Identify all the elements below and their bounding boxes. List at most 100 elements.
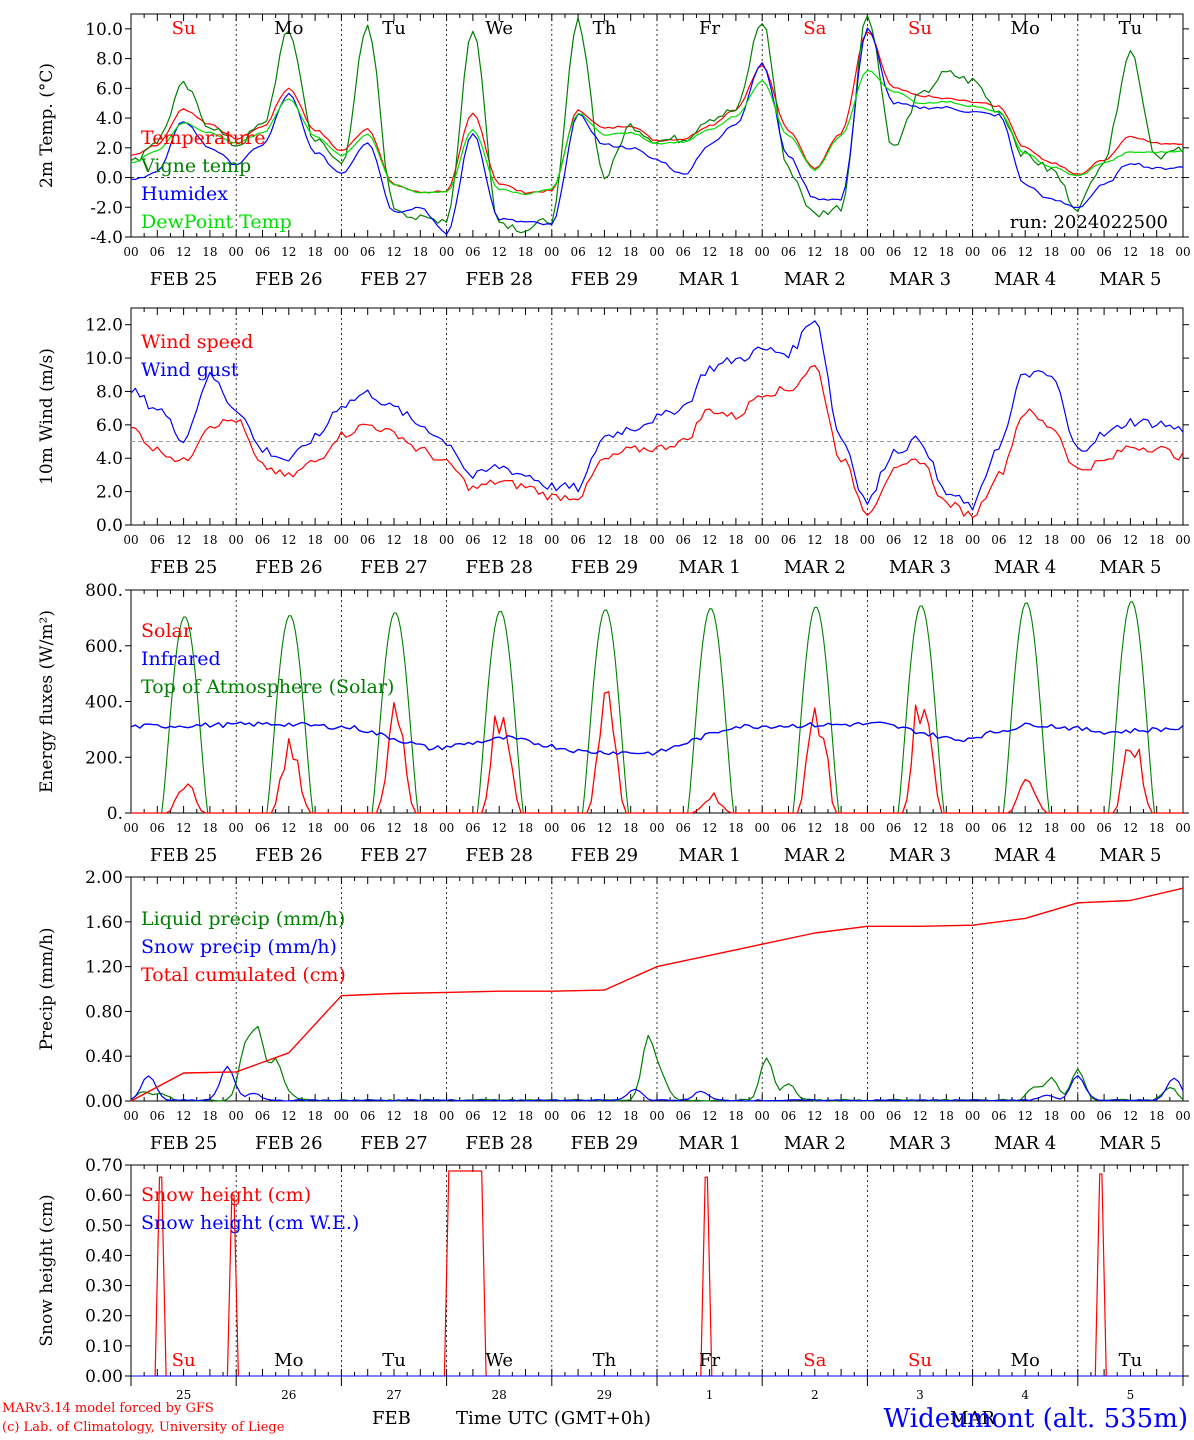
date-label: FEB 25 <box>150 1133 217 1154</box>
series-line-dewpoint-temp <box>130 69 1184 196</box>
hour-tick-label: 18 <box>202 1109 217 1123</box>
hour-tick-label: 06 <box>570 533 585 547</box>
y-tick-label: 0.0 <box>96 516 123 536</box>
hour-tick-label: 06 <box>676 245 691 259</box>
y-axis-label: Snow height (cm) <box>37 1194 57 1346</box>
hour-tick-label: 06 <box>676 1109 691 1123</box>
weekday-label: Su <box>172 1350 196 1371</box>
date-label: FEB 25 <box>150 845 217 866</box>
date-label: FEB 27 <box>360 1133 427 1154</box>
date-label: MAR 4 <box>994 557 1056 578</box>
hour-tick-label: 12 <box>281 533 296 547</box>
hour-tick-label: 06 <box>360 821 375 835</box>
legend-entry: Snow height (cm W.E.) <box>141 1212 359 1234</box>
weekday-label: Tu <box>1119 18 1143 39</box>
hour-tick-label: 18 <box>1149 1109 1164 1123</box>
y-tick-label: 800. <box>85 581 123 601</box>
hour-tick-label: 12 <box>492 821 507 835</box>
y-tick-label: 4.0 <box>96 449 123 469</box>
hour-tick-label: 06 <box>150 245 165 259</box>
date-label: FEB 26 <box>255 845 322 866</box>
hour-tick-label: 18 <box>1149 533 1164 547</box>
hour-tick-label: 18 <box>728 533 743 547</box>
hour-tick-label: 18 <box>939 245 954 259</box>
hour-tick-label: 00 <box>544 245 559 259</box>
snow-height-event <box>443 1170 487 1377</box>
date-label: FEB 29 <box>571 845 638 866</box>
series-line-temperature <box>130 31 1184 195</box>
hour-tick-label: 00 <box>123 1109 138 1123</box>
hour-tick-label: 06 <box>886 533 901 547</box>
weekday-label: Tu <box>1119 1350 1143 1371</box>
date-label: MAR 2 <box>784 845 846 866</box>
hour-tick-label: 06 <box>1096 533 1111 547</box>
y-tick-label: 6.0 <box>96 79 123 99</box>
hour-tick-label: 00 <box>1175 245 1190 259</box>
hour-tick-label: 00 <box>229 245 244 259</box>
day-number-label: 26 <box>281 1388 296 1402</box>
date-label: FEB 26 <box>255 557 322 578</box>
series-line-wind-speed <box>130 364 1184 519</box>
hour-tick-label: 06 <box>570 821 585 835</box>
hour-tick-label: 00 <box>334 1109 349 1123</box>
hour-tick-label: 00 <box>755 821 770 835</box>
hour-tick-label: 18 <box>413 1109 428 1123</box>
hour-tick-label: 00 <box>649 821 664 835</box>
hour-tick-label: 00 <box>649 1109 664 1123</box>
date-label: MAR 1 <box>679 1133 741 1154</box>
hour-tick-label: 18 <box>728 1109 743 1123</box>
hour-tick-label: 06 <box>360 1109 375 1123</box>
hour-tick-label: 12 <box>176 245 191 259</box>
hour-tick-label: 00 <box>755 533 770 547</box>
hour-tick-label: 12 <box>386 1109 401 1123</box>
hour-tick-label: 00 <box>1070 821 1085 835</box>
series-line-humidex <box>131 27 1184 235</box>
date-label: MAR 4 <box>994 269 1056 290</box>
y-axis-label: 10m Wind (m/s) <box>37 348 57 485</box>
hour-tick-label: 06 <box>676 533 691 547</box>
hour-tick-label: 00 <box>334 533 349 547</box>
snow-height-event <box>226 1194 239 1377</box>
hour-tick-label: 18 <box>518 821 533 835</box>
hour-tick-label: 12 <box>176 821 191 835</box>
hour-tick-label: 00 <box>229 1109 244 1123</box>
hour-tick-label: 12 <box>492 533 507 547</box>
day-number-label: 3 <box>916 1388 924 1402</box>
weekday-label: We <box>485 18 513 39</box>
hour-tick-label: 06 <box>886 821 901 835</box>
date-label: FEB 28 <box>465 557 532 578</box>
weekday-label: Mo <box>1011 18 1040 39</box>
weekday-label: Su <box>908 18 932 39</box>
hour-tick-label: 18 <box>623 821 638 835</box>
y-tick-label: -4.0 <box>90 228 123 248</box>
date-label: FEB 27 <box>360 845 427 866</box>
hour-tick-label: 06 <box>255 533 270 547</box>
y-tick-label: 2.0 <box>96 483 123 503</box>
hour-tick-label: 00 <box>123 821 138 835</box>
hour-tick-label: 06 <box>991 245 1006 259</box>
hour-tick-label: 12 <box>702 1109 717 1123</box>
hour-tick-label: 06 <box>465 1109 480 1123</box>
legend-entry: Top of Atmosphere (Solar) <box>141 676 394 698</box>
date-label: MAR 2 <box>784 269 846 290</box>
y-tick-label: 0.30 <box>85 1277 123 1297</box>
weekday-label: Sa <box>803 1350 826 1371</box>
hour-tick-label: 12 <box>1018 1109 1033 1123</box>
hour-tick-label: 00 <box>965 245 980 259</box>
hour-tick-label: 06 <box>886 1109 901 1123</box>
hour-tick-label: 12 <box>702 245 717 259</box>
hour-tick-label: 00 <box>334 245 349 259</box>
hour-tick-label: 12 <box>386 533 401 547</box>
day-number-label: 25 <box>176 1388 191 1402</box>
weekday-label: Mo <box>274 1350 303 1371</box>
date-label: FEB 28 <box>465 1133 532 1154</box>
y-tick-label: 2.0 <box>96 139 123 159</box>
legend-entry: Wind speed <box>141 331 253 353</box>
hour-tick-label: 18 <box>939 533 954 547</box>
date-label: MAR 3 <box>889 557 951 578</box>
hour-tick-label: 06 <box>360 245 375 259</box>
date-label: FEB 29 <box>571 557 638 578</box>
series-line-snow-precip <box>130 1065 1184 1102</box>
credit-line-1: MARv3.14 model forced by GFS <box>2 1401 214 1416</box>
